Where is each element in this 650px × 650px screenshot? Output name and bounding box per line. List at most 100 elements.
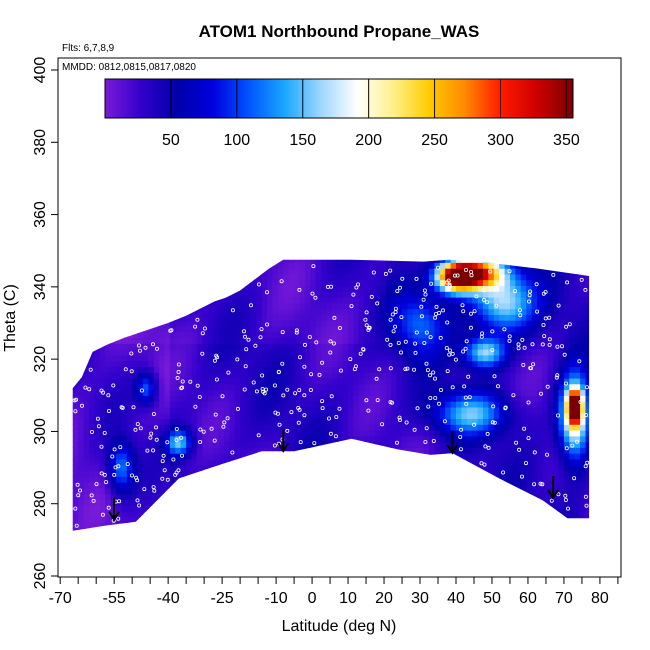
heatmap-cell: [569, 464, 576, 472]
heatmap-cell: [304, 372, 311, 379]
heatmap-cell: [466, 377, 473, 385]
heatmap-cell: [472, 516, 479, 524]
heatmap-cell: [450, 337, 457, 344]
heatmap-cell: [337, 259, 344, 263]
heatmap-cell: [331, 493, 338, 500]
heatmap-cell: [191, 516, 198, 524]
heatmap-cell: [137, 360, 144, 367]
heatmap-cell: [569, 372, 576, 379]
heatmap-cell: [542, 360, 549, 367]
heatmap-cell: [272, 297, 279, 304]
heatmap-cell: [304, 262, 311, 269]
heatmap-cell: [423, 464, 430, 472]
heatmap-cell: [169, 435, 176, 443]
heatmap-cell: [105, 337, 112, 344]
heatmap-cell: [180, 308, 187, 315]
heatmap-cell: [288, 325, 295, 333]
heatmap-cell: [143, 453, 149, 460]
heatmap-cell: [418, 435, 425, 443]
heatmap-cell: [202, 343, 209, 350]
heatmap-cell: [218, 389, 225, 396]
heatmap-cell: [407, 476, 414, 483]
heatmap-cell: [72, 435, 79, 443]
heatmap-cell: [358, 505, 365, 512]
heatmap-cell: [466, 430, 473, 437]
heatmap-cell: [375, 406, 381, 414]
heatmap-cell: [315, 377, 322, 385]
heatmap-cell: [207, 268, 214, 275]
heatmap-cell: [423, 291, 430, 298]
heatmap-cell: [596, 320, 602, 326]
heatmap-cell: [126, 418, 133, 425]
heatmap-cell: [223, 349, 230, 356]
heatmap-cell: [520, 412, 527, 419]
heatmap-cell: [375, 493, 381, 500]
heatmap-cell: [563, 418, 570, 425]
heatmap-cell: [450, 476, 457, 483]
heatmap-cell: [563, 262, 570, 269]
heatmap-cell: [105, 418, 112, 425]
heatmap-cell: [569, 424, 576, 431]
heatmap-cell: [175, 251, 181, 257]
sample-point: [424, 361, 429, 366]
heatmap-cell: [477, 418, 484, 425]
heatmap-cell: [407, 259, 414, 263]
heatmap-cell: [191, 360, 198, 367]
heatmap-cell: [191, 493, 198, 500]
heatmap-cell: [78, 493, 85, 500]
heatmap-cell: [574, 424, 581, 431]
heatmap-cell: [450, 430, 457, 437]
heatmap-cell: [558, 302, 565, 310]
heatmap-cell: [358, 343, 365, 350]
heatmap-cell: [358, 354, 365, 362]
heatmap-cell: [558, 383, 565, 391]
heatmap-cell: [207, 482, 214, 489]
heatmap-cell: [574, 505, 581, 512]
heatmap-cell: [391, 476, 398, 483]
heatmap-cell: [315, 493, 322, 500]
heatmap-cell: [105, 476, 112, 483]
heatmap-cell: [526, 482, 533, 489]
heatmap-cell: [186, 273, 193, 281]
heatmap-cell: [283, 279, 290, 286]
heatmap-cell: [596, 395, 602, 401]
heatmap-cell: [137, 331, 144, 339]
heatmap-cell: [461, 453, 468, 460]
heatmap-cell: [450, 297, 457, 304]
heatmap-cell: [391, 499, 398, 506]
heatmap-cell: [137, 447, 144, 454]
heatmap-cell: [304, 297, 311, 304]
heatmap-cell: [153, 372, 160, 379]
heatmap-cell: [353, 251, 359, 257]
heatmap-cell: [580, 516, 587, 524]
heatmap-cell: [337, 470, 344, 477]
heatmap-cell: [402, 389, 408, 396]
heatmap-cell: [116, 343, 122, 350]
heatmap-cell: [213, 447, 220, 454]
heatmap-cell: [116, 383, 122, 391]
heatmap-cell: [218, 505, 225, 512]
heatmap-cell: [121, 406, 128, 414]
heatmap-cell: [234, 291, 241, 298]
heatmap-cell: [207, 383, 214, 391]
heatmap-cell: [515, 406, 522, 414]
heatmap-cell: [596, 499, 602, 505]
heatmap-cell: [72, 291, 79, 298]
heatmap-cell: [493, 493, 500, 500]
heatmap-cell: [175, 377, 182, 385]
heatmap-cell: [250, 320, 257, 327]
heatmap-cell: [289, 534, 295, 540]
heatmap-cell: [504, 499, 511, 506]
heatmap-cell: [364, 383, 371, 391]
heatmap-cell: [272, 505, 279, 512]
heatmap-cell: [83, 493, 90, 500]
heatmap-cell: [267, 325, 274, 333]
heatmap-cell: [348, 331, 355, 339]
heatmap-cell: [159, 389, 166, 396]
heatmap-cell: [375, 343, 381, 350]
heatmap-cell: [72, 366, 79, 373]
heatmap-cell: [364, 482, 371, 489]
heatmap-cell: [542, 528, 549, 531]
heatmap-cell: [493, 401, 500, 408]
heatmap-cell: [83, 349, 90, 356]
